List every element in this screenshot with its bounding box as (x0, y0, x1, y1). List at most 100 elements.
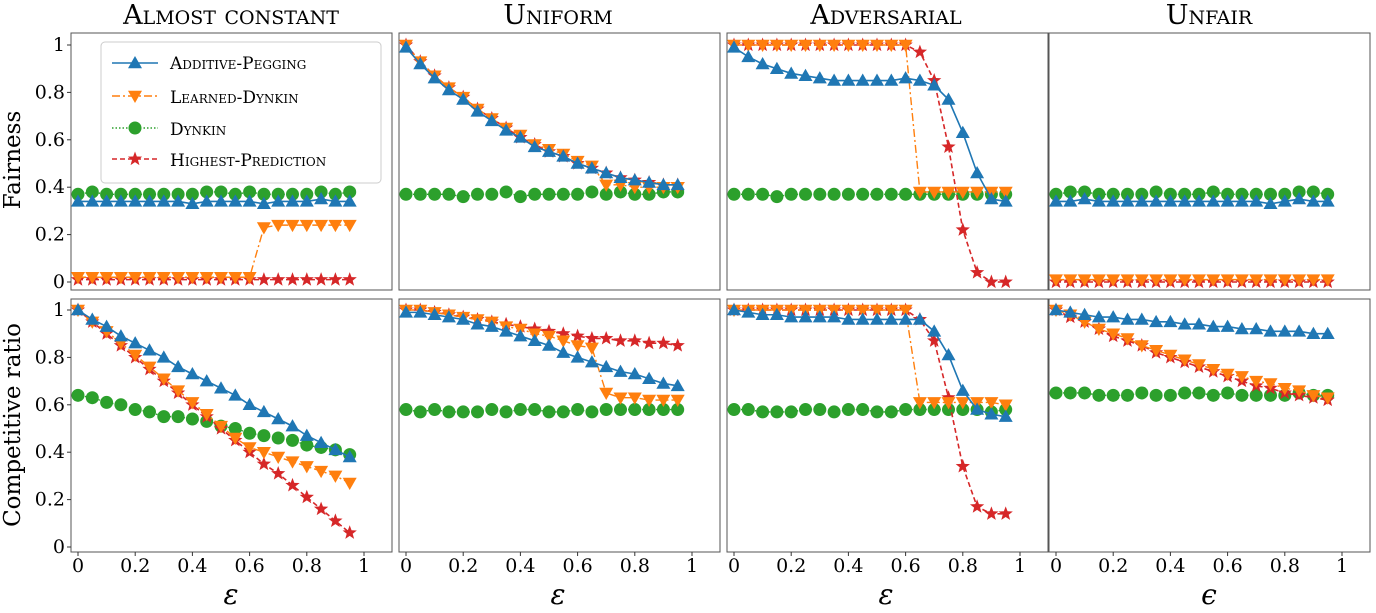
series-line (78, 224, 350, 278)
data-point (100, 395, 114, 409)
data-point (214, 381, 228, 394)
data-point (899, 403, 913, 417)
data-point (856, 187, 870, 201)
data-point (984, 192, 999, 205)
series-dynkin (399, 403, 685, 419)
data-point (256, 222, 271, 235)
x-axis-label-col3: ε (878, 578, 893, 611)
data-point (399, 40, 413, 53)
x-tick-label: 0.4 (177, 555, 207, 577)
panel-r0-c1 (398, 32, 721, 291)
data-point (128, 187, 142, 201)
data-point (542, 144, 556, 157)
series-dynkin (727, 403, 1013, 419)
data-point (342, 272, 357, 286)
data-point (1263, 274, 1278, 287)
data-point (271, 466, 286, 480)
data-point (128, 272, 143, 285)
data-point (285, 419, 300, 432)
data-point (556, 345, 571, 358)
data-point (912, 44, 928, 59)
data-point (585, 405, 599, 419)
x-axis-label-col1: ε (223, 578, 238, 611)
series-additive-pegging (1049, 303, 1335, 339)
data-point (156, 350, 171, 363)
data-point (228, 272, 243, 285)
data-point (1206, 364, 1221, 377)
data-point (228, 422, 242, 435)
y-tick-label: 0.2 (35, 489, 65, 511)
data-point (1192, 194, 1206, 207)
data-point (1063, 194, 1078, 207)
data-point (99, 319, 114, 332)
data-point (812, 310, 827, 323)
data-point (927, 403, 941, 417)
panel-r1-c3: 0 0.2 0.4 0.6 0.8 1 (1048, 298, 1371, 577)
data-point (827, 73, 842, 86)
x-tick-label: 1 (358, 555, 370, 577)
data-point (271, 431, 285, 445)
data-point (627, 173, 642, 186)
data-point (427, 71, 442, 84)
data-point (970, 165, 985, 179)
data-point (727, 403, 741, 417)
series-line (734, 309, 1006, 515)
series-learned-dynkin (71, 219, 357, 285)
data-point (185, 412, 199, 426)
data-point (1163, 194, 1178, 207)
series-learned-dynkin (1049, 274, 1335, 287)
x-tick-label: 0.6 (1212, 555, 1242, 577)
data-point (271, 194, 286, 207)
y-tick-label: 0.4 (35, 176, 65, 198)
data-point (755, 39, 770, 52)
data-point (300, 187, 314, 201)
data-point (784, 187, 798, 201)
data-point (827, 405, 841, 419)
data-point (969, 499, 985, 513)
data-point (599, 359, 614, 373)
series-dynkin (71, 185, 357, 201)
data-point (642, 371, 657, 384)
data-point (1306, 326, 1321, 339)
data-point (342, 219, 357, 233)
data-point (1220, 319, 1235, 332)
data-point (670, 378, 685, 392)
data-point (114, 398, 128, 412)
data-point (142, 361, 157, 374)
data-point (799, 403, 812, 417)
data-point (870, 187, 884, 201)
data-point (1177, 317, 1192, 330)
data-point (1149, 388, 1163, 402)
data-point (769, 307, 784, 320)
panel-frame (70, 32, 393, 291)
data-point (257, 429, 271, 443)
data-point (1277, 194, 1292, 207)
data-point (1149, 194, 1164, 207)
data-point (798, 310, 813, 323)
data-point (527, 139, 542, 153)
data-point (998, 399, 1013, 412)
data-point (285, 194, 300, 207)
data-point (627, 392, 642, 405)
data-point (671, 403, 685, 417)
data-point (399, 187, 413, 201)
data-point (299, 489, 314, 504)
data-point (456, 405, 470, 419)
data-point (656, 403, 670, 417)
data-point (970, 186, 985, 199)
legend: Additive-Pegging Learned-Dynkin Dynkin H… (100, 41, 382, 184)
data-point (827, 39, 842, 52)
data-point (485, 403, 499, 417)
data-point (755, 307, 770, 320)
data-point (71, 272, 85, 285)
data-point (228, 388, 243, 401)
data-point (1320, 392, 1335, 405)
data-point (585, 185, 599, 199)
data-point (556, 187, 570, 201)
data-point (741, 305, 756, 318)
data-point (741, 187, 755, 201)
data-point (599, 387, 614, 400)
data-point (541, 323, 557, 338)
data-point (984, 407, 999, 420)
data-point (428, 187, 442, 201)
